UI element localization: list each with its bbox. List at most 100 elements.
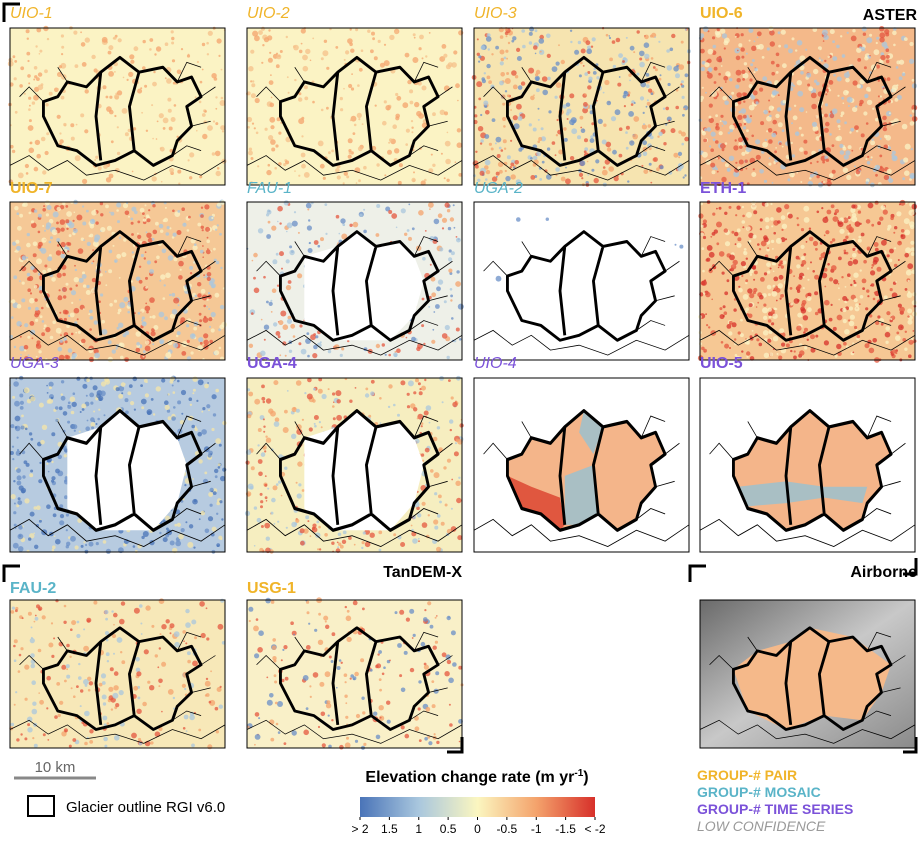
map-texture: [308, 622, 311, 625]
map-texture: [743, 251, 746, 253]
map-texture: [201, 429, 207, 435]
map-texture: [420, 641, 426, 647]
map-texture: [448, 677, 454, 684]
map-texture: [394, 30, 399, 35]
map-texture: [250, 80, 253, 83]
map-texture: [870, 283, 875, 287]
map-texture: [70, 628, 73, 631]
map-texture: [165, 232, 170, 236]
map-texture: [539, 50, 542, 53]
map-texture: [716, 170, 719, 173]
map-texture: [875, 41, 878, 45]
map-texture: [618, 76, 621, 78]
map-texture: [70, 535, 76, 542]
map-texture: [446, 615, 451, 621]
map: [7, 25, 227, 186]
map-texture: [16, 436, 19, 439]
map-texture: [796, 325, 802, 331]
map-texture: [388, 138, 393, 142]
map-texture: [307, 377, 312, 383]
map-texture: [200, 632, 206, 639]
map-texture: [432, 645, 437, 650]
map-texture: [63, 295, 67, 299]
map-texture: [790, 141, 793, 145]
map-texture: [876, 266, 882, 272]
map-texture: [335, 46, 339, 49]
map-texture: [703, 350, 706, 353]
map-texture: [486, 63, 491, 69]
map-texture: [385, 206, 391, 212]
map-texture: [530, 175, 536, 180]
map-texture: [764, 202, 769, 207]
map-texture: [479, 142, 483, 145]
map-texture: [70, 687, 73, 690]
map-texture: [399, 674, 403, 678]
map-texture: [882, 87, 885, 90]
map-texture: [409, 667, 415, 673]
map-texture: [211, 394, 217, 400]
map-texture: [767, 247, 770, 250]
map-texture: [847, 260, 853, 266]
map-texture: [55, 250, 62, 256]
map-texture: [215, 730, 219, 734]
map-texture: [317, 244, 321, 248]
map-texture: [702, 235, 707, 240]
map-texture: [708, 115, 712, 119]
map-texture: [58, 406, 63, 411]
map-texture: [29, 511, 35, 517]
map-texture: [90, 401, 94, 405]
map-texture: [274, 417, 280, 422]
map-texture: [303, 172, 310, 178]
map-texture: [181, 412, 184, 415]
map-texture: [755, 139, 761, 145]
map-texture: [126, 78, 129, 81]
map-texture: [677, 151, 683, 156]
map-texture: [721, 33, 728, 39]
group-legend-label: GROUP-# TIME SERIES: [697, 801, 853, 817]
map-texture: [165, 515, 170, 521]
map-texture: [291, 630, 297, 636]
map-texture: [248, 606, 254, 612]
map-texture: [769, 30, 775, 36]
map-texture: [124, 132, 129, 137]
map-texture: [840, 111, 845, 115]
map-texture: [55, 468, 60, 474]
map-texture: [772, 336, 779, 342]
map-texture: [215, 170, 221, 177]
map-texture: [832, 56, 838, 61]
map-texture: [872, 107, 875, 111]
map-texture: [369, 532, 375, 538]
map-texture: [828, 87, 831, 90]
map-texture: [10, 722, 15, 727]
map-texture: [41, 320, 45, 323]
map-texture: [675, 73, 680, 79]
map-texture: [33, 620, 36, 623]
map-texture: [357, 146, 363, 152]
map-texture: [56, 244, 60, 247]
map-texture: [856, 47, 862, 53]
map-texture: [268, 29, 271, 32]
map-texture: [737, 331, 741, 335]
map-texture: [777, 31, 781, 35]
map-texture: [222, 420, 227, 426]
map-texture: [301, 418, 304, 421]
map-texture: [522, 44, 526, 49]
map-texture: [909, 178, 912, 181]
map-texture: [276, 54, 282, 60]
panel-label: UIO-3: [474, 5, 517, 22]
map-texture: [673, 152, 679, 158]
map-texture: [443, 177, 446, 180]
map-texture: [855, 170, 861, 175]
map-texture: [680, 80, 684, 84]
map-texture: [448, 257, 453, 262]
map-texture: [772, 270, 775, 273]
map-texture: [773, 307, 776, 310]
map-texture: [59, 514, 65, 519]
map-texture: [836, 314, 843, 321]
map-texture: [271, 147, 276, 152]
map-texture: [140, 384, 144, 387]
map-texture: [284, 466, 288, 470]
map-texture: [887, 224, 892, 229]
map-texture: [122, 76, 125, 79]
map-texture: [207, 292, 211, 295]
